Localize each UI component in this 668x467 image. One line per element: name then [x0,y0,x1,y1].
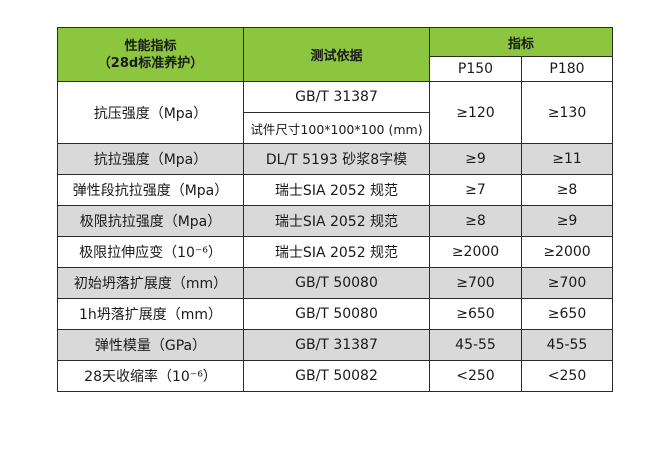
spec-table: 性能指标 （28d标准养护） 测试依据 指标 P150 P180 抗压强度（Mp… [57,27,614,392]
table-row: 极限抗拉强度（Mpa） 瑞士SIA 2052 规范 ≥8 ≥9 [57,205,614,237]
row-name: 极限抗拉强度（Mpa） [57,205,244,237]
row-name: 弹性段抗拉强度（Mpa） [57,174,244,206]
table-row: 初始坍落扩展度（mm） GB/T 50080 ≥700 ≥700 [57,267,614,299]
row-name: 初始坍落扩展度（mm） [57,267,244,299]
row-p150: 45-55 [429,329,522,361]
header-p180: P180 [520,56,614,82]
row-name: 弹性模量（GPa） [57,329,244,361]
row-name: 抗压强度（Mpa） [57,81,244,144]
header-performance: 性能指标 （28d标准养护） [57,27,244,82]
row-p150: ≥700 [429,267,522,299]
header-index: 指标 [428,27,614,57]
table-row: 1h坍落扩展度（mm） GB/T 50080 ≥650 ≥650 [57,298,614,330]
row-basis: GB/T 31387 [243,81,430,113]
row-name: 抗拉强度（Mpa） [57,143,244,175]
row-basis: 瑞士SIA 2052 规范 [243,174,430,206]
row-basis-detail: 试件尺寸100*100*100 (mm) [243,112,430,144]
row-basis: 瑞士SIA 2052 规范 [243,205,430,237]
row-p180: ≥650 [520,298,614,330]
row-basis: GB/T 50080 [243,267,430,299]
row-basis: GB/T 31387 [243,329,430,361]
row-basis: GB/T 50080 [243,298,430,330]
header-performance-line2: （28d标准养护） [97,55,204,71]
table-row: 弹性段抗拉强度（Mpa） 瑞士SIA 2052 规范 ≥7 ≥8 [57,174,614,206]
row-basis: 瑞士SIA 2052 规范 [243,236,430,268]
row-p150: ≥120 [429,81,522,144]
row-basis: DL/T 5193 砂浆8字模 [243,143,430,175]
row-p150: ≥9 [429,143,522,175]
row-basis: GB/T 50082 [243,360,430,392]
row-name: 28天收缩率（10⁻⁶） [57,360,244,392]
table-row: 极限拉伸应变（10⁻⁶） 瑞士SIA 2052 规范 ≥2000 ≥2000 [57,236,614,268]
row-name: 极限拉伸应变（10⁻⁶） [57,236,244,268]
header-test-basis: 测试依据 [243,27,430,82]
table-row: 28天收缩率（10⁻⁶） GB/T 50082 <250 <250 [57,360,614,392]
row-p180: ≥700 [520,267,614,299]
row-p150: ≥7 [429,174,522,206]
row-p180: 45-55 [520,329,614,361]
table-row: 弹性模量（GPa） GB/T 31387 45-55 45-55 [57,329,614,361]
row-p180: <250 [520,360,614,392]
row-p180: ≥2000 [520,236,614,268]
row-p150: ≥2000 [429,236,522,268]
row-p150: ≥650 [429,298,522,330]
row-p180: ≥130 [520,81,614,144]
row-p180: ≥9 [520,205,614,237]
row-p150: <250 [429,360,522,392]
row-p180: ≥11 [520,143,614,175]
table-row: 抗拉强度（Mpa） DL/T 5193 砂浆8字模 ≥9 ≥11 [57,143,614,175]
table-row: 试件尺寸100*100*100 (mm) [58,112,613,144]
row-p180: ≥8 [520,174,614,206]
header-p150: P150 [429,56,522,82]
row-p150: ≥8 [429,205,522,237]
header-performance-line1: 性能指标 [124,38,177,54]
table-row: 抗压强度（Mpa） GB/T 31387 ≥120 ≥130 [57,81,614,144]
row-name: 1h坍落扩展度（mm） [57,298,244,330]
